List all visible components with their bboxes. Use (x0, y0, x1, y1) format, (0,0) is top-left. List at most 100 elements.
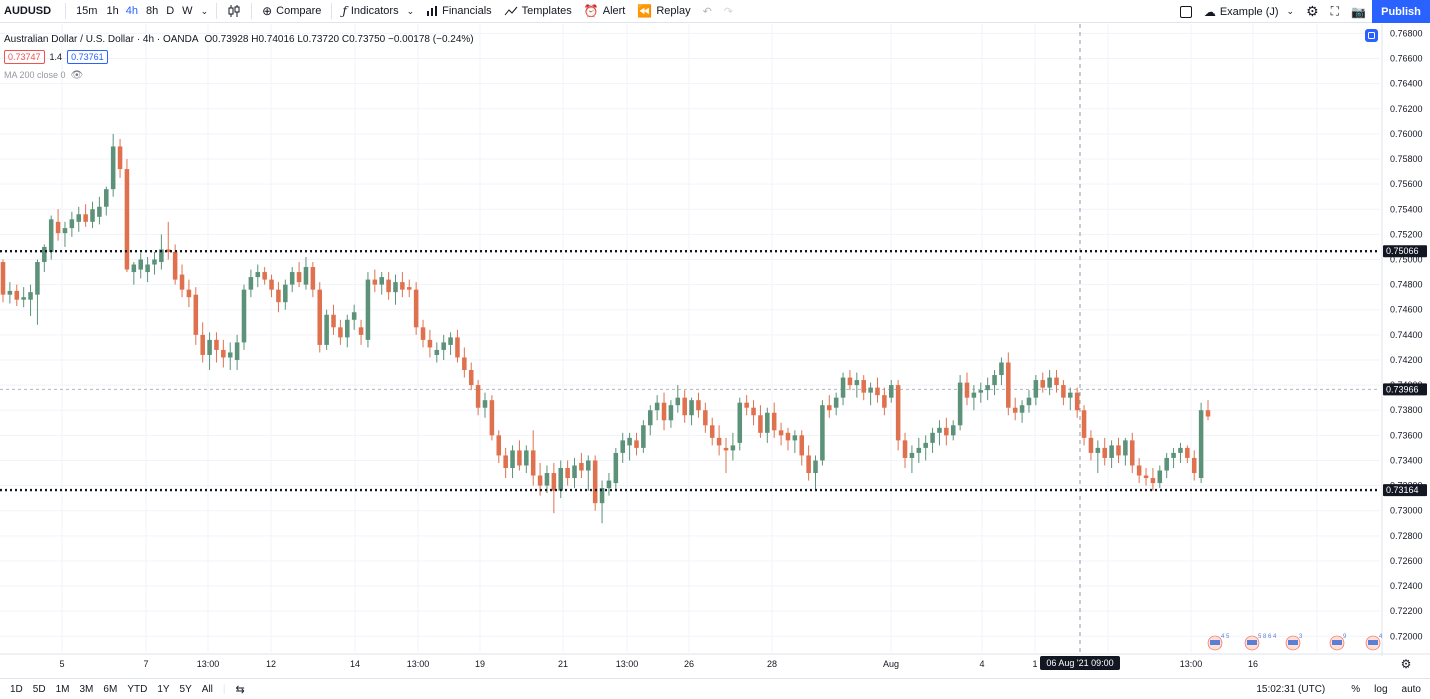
layout-menu[interactable]: ☁ Example (J) ⌄ (1198, 0, 1300, 23)
utc-clock[interactable]: 15:02:31 (UTC) (1256, 684, 1326, 695)
range-3m[interactable]: 3M (79, 683, 94, 695)
chevron-down-icon: ⌄ (406, 5, 415, 16)
last-price-label-bg (1383, 383, 1427, 396)
candle-body (455, 337, 460, 358)
candle-body (441, 342, 446, 350)
candle-body (372, 279, 378, 285)
go-to-date-calendar-icon[interactable]: ⇆ (235, 683, 245, 696)
replay-button[interactable]: ⏪ Replay (631, 0, 696, 23)
auto-toggle[interactable]: auto (1401, 684, 1421, 695)
candle-body (971, 392, 977, 398)
candle-body (76, 214, 82, 222)
candle-body (104, 189, 109, 207)
interval-1h[interactable]: 1h (106, 5, 119, 17)
candle-body (42, 246, 47, 263)
candle-body (778, 430, 784, 436)
interval-dropdown-chevron-down-icon[interactable]: ⌄ (200, 5, 209, 16)
eye-icon[interactable]: 👁 (70, 69, 84, 81)
candle-body (606, 480, 612, 489)
time-axis-gear-icon: ⚙ (1401, 657, 1412, 671)
interval-8h[interactable]: 8h (145, 5, 159, 17)
candle-body (985, 385, 990, 391)
log-toggle[interactable]: log (1374, 684, 1388, 695)
compare-button[interactable]: ⊕ Compare (256, 0, 327, 23)
candle-body (131, 264, 137, 273)
undo-icon: ↶ (702, 5, 712, 18)
candle-body (1185, 447, 1190, 458)
candle-body (957, 382, 963, 426)
y-axis-tick-label: 0.73600 (1390, 430, 1423, 440)
candle-body (227, 352, 233, 358)
redo-icon: ↷ (723, 5, 734, 18)
redo-button[interactable]: ↷ (718, 0, 739, 23)
candle-body (138, 259, 143, 270)
interval-d[interactable]: D (166, 5, 175, 17)
candle-body (1123, 440, 1128, 456)
x-axis-tick-label: 13:00 (197, 659, 220, 669)
candle-body (806, 455, 811, 474)
candle-body (944, 427, 949, 436)
candle-body (799, 435, 805, 456)
percent-toggle[interactable]: % (1351, 684, 1361, 695)
range-1d[interactable]: 1D (10, 683, 23, 695)
interval-15m[interactable]: 15m (76, 5, 98, 17)
indicators-button[interactable]: ƒ Indicators ⌄ (336, 0, 420, 23)
fullscreen-square-button[interactable] (1174, 0, 1198, 23)
range-1m[interactable]: 1M (55, 683, 70, 695)
candle-body (937, 427, 942, 433)
bid-price-button[interactable]: 0.73747 (4, 50, 45, 64)
candle-body (207, 339, 212, 355)
level-price-label: 0.73164 (1386, 485, 1419, 495)
ma-indicator-row[interactable]: MA 200 close 0 👁 (4, 66, 474, 84)
undo-button[interactable]: ↶ (697, 0, 718, 23)
publish-button[interactable]: Publish (1372, 0, 1430, 23)
range-all[interactable]: All (201, 683, 213, 695)
candle-body (1026, 397, 1032, 406)
candle-body (124, 169, 130, 270)
range-6m[interactable]: 6M (103, 683, 118, 695)
candle-body (241, 289, 247, 343)
alert-button[interactable]: ⏰ Alert (578, 0, 632, 23)
y-axis-tick-label: 0.73800 (1390, 405, 1423, 415)
price-chart[interactable]: 0.76800 0.76600 0.76400 0.76200 0.76000 0.758… (0, 24, 1430, 677)
ask-price-button[interactable]: 0.73761 (67, 50, 108, 64)
settings-button[interactable]: ⚙ (1300, 0, 1325, 23)
templates-button[interactable]: Templates (498, 0, 578, 23)
symbol-search[interactable]: AUDUSD (4, 5, 52, 17)
candle-body (358, 327, 364, 335)
candle-body (758, 415, 763, 433)
economic-event-count: 9 (1343, 634, 1347, 640)
x-axis-tick-label: 1 (1032, 659, 1037, 669)
snapshot-button[interactable]: 📷 (1345, 0, 1372, 23)
chart-legend: Australian Dollar / U.S. Dollar · 4h · O… (4, 30, 474, 84)
fullscreen-button[interactable]: ⛶ (1325, 0, 1345, 23)
candle-body (1116, 445, 1121, 456)
candles-icon (228, 5, 240, 17)
crosshair-time-label-bg (1040, 656, 1120, 670)
interval-4h[interactable]: 4h (125, 5, 138, 17)
candle-style-button[interactable] (221, 0, 247, 23)
candle-body (978, 390, 984, 393)
candle-body (530, 450, 536, 476)
candle-body (159, 249, 164, 263)
x-axis-tick-label: 19 (475, 659, 485, 669)
range-5y[interactable]: 5Y (179, 683, 192, 695)
event-flag-stripe (1247, 640, 1257, 645)
range-1y[interactable]: 1Y (157, 683, 170, 695)
range-ytd[interactable]: YTD (127, 683, 148, 695)
candle-body (145, 264, 150, 273)
candle-body (888, 385, 894, 398)
financials-button[interactable]: Financials (420, 0, 498, 23)
candle-body (923, 442, 928, 448)
candle-body (854, 380, 860, 386)
candle-body (1068, 392, 1073, 398)
gear-icon: ⚙ (1306, 3, 1319, 19)
candle-body (262, 272, 267, 280)
interval-w[interactable]: W (182, 5, 193, 17)
range-5d[interactable]: 5D (32, 683, 46, 695)
candle-body (1088, 437, 1094, 453)
candle-body (813, 460, 818, 474)
candle-body (1033, 380, 1039, 398)
x-axis-tick-label: 26 (684, 659, 694, 669)
